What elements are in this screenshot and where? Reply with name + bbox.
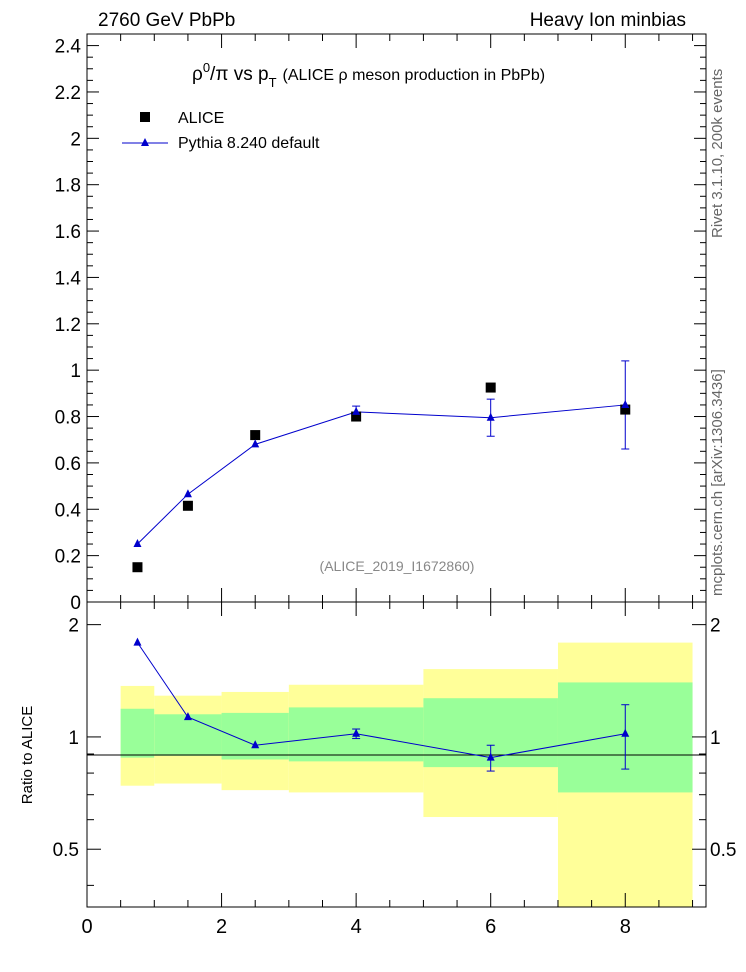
alice-point (250, 430, 261, 441)
main-series (132, 360, 631, 573)
rivet-label: Rivet 3.1.10, 200k events (709, 69, 726, 238)
alice-point (620, 404, 631, 415)
main-y-tick-label: 1.4 (55, 268, 82, 289)
main-y-tick-label: 0.4 (55, 500, 82, 521)
ratio-inner-band (154, 714, 222, 756)
legend-mc-label: Pythia 8.240 default (178, 135, 320, 152)
header-left: 2760 GeV PbPb (98, 10, 235, 31)
main-y-tick-label: 0 (70, 593, 81, 614)
ratio-y-tick-label: 2 (68, 616, 79, 637)
main-y-tick-label: 1 (70, 361, 81, 382)
main-y-tick-label: 2 (70, 129, 81, 150)
main-y-tick-labels: 0 0.2 0.4 0.6 0.8 1 1.2 1.4 1.6 1.8 2 2.2 2.4 (55, 37, 82, 614)
main-y-tick-label: 0.8 (55, 408, 81, 429)
main-y-tick-label: 1.8 (55, 176, 81, 197)
mc-point (251, 439, 260, 448)
ratio-tick-labels: 0.5 1 2 0.5 1 2 0 2 4 6 8 (53, 616, 737, 938)
ratio-y-tick-label-right: 0.5 (710, 840, 736, 861)
ratio-y-tick-label: 0.5 (53, 840, 79, 861)
ratio-y-tick-label-right: 2 (710, 616, 721, 637)
ratio-inner-band (120, 708, 155, 758)
ratio-mc-point (183, 712, 192, 721)
mc-point (621, 399, 630, 408)
main-y-tick-label: 0.6 (55, 454, 81, 475)
mc-point (183, 489, 192, 498)
ratio-ticks (86, 602, 706, 907)
ratio-y-tick-label: 1 (68, 728, 79, 749)
mcplots-label: mcplots.cern.ch [arXiv:1306.3436] (709, 369, 726, 596)
ratio-x-tick-label: 8 (620, 916, 631, 938)
alice-point (485, 382, 496, 393)
main-title: ρ0/π vs pT (ALICE ρ meson production in P… (192, 60, 545, 90)
header-right: Heavy Ion minbias (530, 10, 686, 31)
alice-point (132, 562, 143, 573)
ratio-x-tick-label: 2 (216, 916, 227, 938)
ratio-mc-point (133, 637, 142, 646)
main-y-tick-label: 1.2 (55, 315, 81, 336)
ratio-x-tick-label: 4 (351, 916, 362, 938)
title-rest: (ALICE ρ meson production in PbPb) (283, 67, 546, 84)
ratio-inner-band (221, 712, 289, 760)
mc-point (486, 412, 495, 421)
legend-data-label: ALICE (178, 110, 224, 127)
ratio-mc-line (137, 642, 626, 759)
ratio-series (133, 637, 630, 772)
ratio-x-tick-label: 6 (485, 916, 496, 938)
main-y-tick-label: 2.2 (55, 83, 81, 104)
legend-data-marker (140, 112, 150, 122)
ratio-plot-frame (86, 601, 707, 908)
alice-point (351, 411, 362, 422)
ratio-mc-point (352, 728, 361, 737)
ratio-mc-point (621, 728, 630, 737)
alice-point (182, 500, 193, 511)
main-y-tick-label: 0.2 (55, 547, 81, 568)
legend-mc-marker (141, 138, 149, 146)
ratio-bands (120, 642, 693, 907)
mc-line (137, 404, 626, 545)
ratio-y-tick-label-right: 1 (710, 728, 721, 749)
ratio-x-tick-label: 0 (81, 916, 92, 938)
main-y-tick-label: 1.6 (55, 222, 81, 243)
main-ticks (86, 33, 706, 603)
main-plot-panel: 00.20.40.60.811.21.41.61.822.22.4 ρ0/π v… (55, 33, 707, 614)
main-y-tick-label: 2.4 (55, 37, 82, 58)
ratio-ylabel: Ratio to ALICE (19, 706, 36, 804)
ratio-mc-point (486, 752, 495, 761)
title-subscript: T (269, 75, 277, 90)
title-rho: ρ (192, 64, 203, 85)
analysis-annotation: (ALICE_2019_I1672860) (320, 558, 475, 574)
ratio-plot-panel: 0.5 1 2 0.5 1 2 0 2 4 6 8 Ratio to ALICE (19, 601, 737, 938)
title-superscript: 0 (203, 60, 210, 75)
ratio-mc-point (251, 740, 260, 749)
mc-point (352, 406, 361, 415)
title-over-pi: /π vs p (210, 64, 269, 85)
mc-point (133, 539, 142, 548)
